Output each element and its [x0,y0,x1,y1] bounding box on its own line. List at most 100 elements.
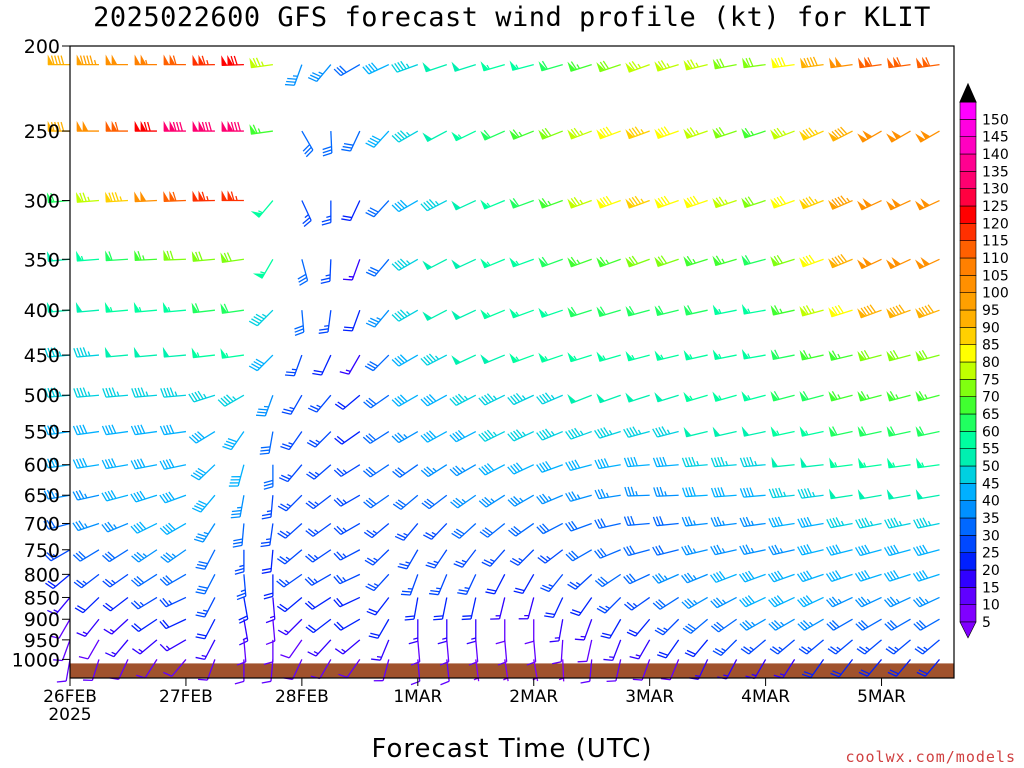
wind-barb [567,573,593,590]
barb-feather [261,513,272,517]
barb-feather [75,552,84,560]
wind-barb [230,495,245,519]
barb-staff [662,618,680,636]
barb-half-feather [749,646,755,651]
barb-feather [307,528,317,536]
barb-staff [340,522,361,536]
barb-feather [552,661,562,665]
wind-barb [536,493,563,505]
barb-staff [690,618,709,634]
barb-feather [452,499,461,507]
wind-barb [594,427,621,439]
wind-barb [857,390,882,402]
barb-feather [710,600,718,609]
barb-feather [276,558,286,565]
wind-barb [422,258,448,271]
barb-staff [598,464,621,470]
barb-feather [629,545,636,555]
barb-feather [365,322,375,328]
barb-feather [597,578,606,586]
wind-barb [192,120,215,132]
barb-feather [691,456,696,467]
barb-feather [367,269,378,275]
barb-feather [391,399,400,407]
wind-barb [916,658,941,677]
barb-feather [549,640,559,643]
barb-feather [686,128,694,137]
barb-half-feather [631,354,635,360]
barb-half-feather [313,554,319,559]
barb-feather [544,392,552,401]
barb-feather [104,491,111,501]
barb-flag [770,198,780,209]
colorbar-swatch [959,500,977,519]
barb-feather [495,640,505,645]
barb-feather [134,387,139,398]
barb-feather [834,129,842,138]
wind-barb [294,310,305,336]
barb-feather [251,318,260,325]
barb-staff [715,549,737,556]
barb-half-feather [406,260,411,265]
barb-half-feather [664,491,667,497]
barb-feather [306,441,316,448]
barb-feather [884,623,892,631]
barb-feather [259,452,270,455]
barb-flag [654,198,664,209]
barb-staff [166,522,187,536]
barb-feather [368,608,378,613]
barb-flag [567,129,577,140]
wind-barb [362,62,390,75]
barb-staff [91,659,100,681]
barb-feather [252,57,258,68]
barb-feather [194,432,203,441]
barb-flag [921,56,930,68]
barb-feather [916,671,926,677]
barb-half-feather [376,655,382,658]
barb-feather [162,493,169,503]
barb-flag [886,489,895,500]
barb-half-feather [779,673,785,676]
colorbar-label: 100 [982,286,1009,302]
barb-feather [449,468,458,477]
barb-flag [220,348,228,359]
barb-staff [136,522,158,534]
barb-feather [545,612,555,616]
barb-feather [197,533,207,538]
barb-feather [805,595,813,604]
barb-feather [912,573,920,582]
barb-flag [451,131,462,142]
wind-barb [263,639,274,665]
barb-feather [456,528,465,535]
barb-flag [46,192,54,203]
barb-feather [136,522,144,531]
barb-staff [314,431,332,448]
barb-half-feather [490,558,495,563]
wind-barb [312,354,332,376]
barb-feather [72,425,78,435]
wind-barb [397,549,419,570]
barb-feather [600,428,607,437]
wind-barb [160,387,186,398]
wind-barb [625,126,650,140]
barb-feather [770,597,779,606]
barb-half-feather [550,430,555,436]
barb-feather [715,597,724,606]
wind-barb [857,426,882,437]
barb-half-feather [174,391,178,397]
wind-barb [278,464,303,483]
barb-feather [656,487,661,497]
barb-half-feather [242,637,248,641]
barb-feather [367,209,377,215]
wind-barb [480,199,506,210]
barb-feather [774,305,780,314]
barb-staff [922,639,940,655]
barb-feather [105,602,114,610]
colorbar-swatch [959,448,977,467]
colorbar-swatch [959,188,977,207]
wind-barb [538,307,563,318]
barb-feather [140,458,146,468]
barb-staff [513,394,535,406]
barb-feather [912,547,919,556]
barb-half-feather [316,404,322,408]
